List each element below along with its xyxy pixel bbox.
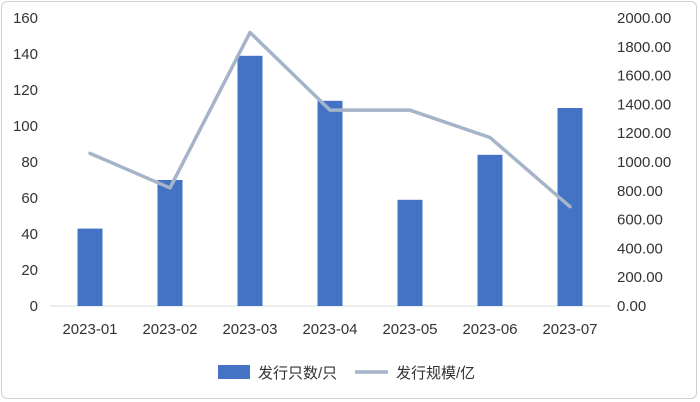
y-right-tick-label: 1800.00 xyxy=(617,39,671,56)
x-tick-label: 2023-04 xyxy=(302,321,357,338)
legend-label: 发行规模/亿 xyxy=(396,365,475,382)
x-tick-label: 2023-01 xyxy=(62,321,117,338)
y-right-tick-label: 1600.00 xyxy=(617,68,671,85)
y-right-tick-label: 2000.00 xyxy=(617,10,671,27)
y-left-tick-label: 160 xyxy=(13,10,38,27)
bar xyxy=(477,154,503,306)
y-left-tick-label: 140 xyxy=(13,46,38,63)
legend-swatch-bar xyxy=(218,365,250,379)
legend-label: 发行只数/只 xyxy=(258,365,337,382)
x-tick-label: 2023-03 xyxy=(222,321,277,338)
y-right-tick-label: 800.00 xyxy=(617,183,663,200)
y-right-tick-label: 200.00 xyxy=(617,269,663,286)
y-right-tick-label: 0.00 xyxy=(617,298,646,315)
y-right-tick-label: 600.00 xyxy=(617,212,663,229)
bar xyxy=(237,55,263,306)
y-left-tick-label: 100 xyxy=(13,118,38,135)
x-tick-label: 2023-06 xyxy=(462,321,517,338)
y-right-tick-label: 400.00 xyxy=(617,240,663,257)
y-right-tick-label: 1000.00 xyxy=(617,154,671,171)
bar xyxy=(397,199,423,306)
x-tick-label: 2023-07 xyxy=(542,321,597,338)
bar xyxy=(77,228,103,306)
y-right-tick-label: 1400.00 xyxy=(617,96,671,113)
y-right-tick-label: 1200.00 xyxy=(617,125,671,142)
y-left-tick-label: 20 xyxy=(21,262,38,279)
y-left-tick-label: 40 xyxy=(21,226,38,243)
series-line xyxy=(88,30,572,209)
x-tick-label: 2023-02 xyxy=(142,321,197,338)
y-left-tick-label: 120 xyxy=(13,82,38,99)
bar xyxy=(317,100,343,306)
y-left-tick-label: 80 xyxy=(21,154,38,171)
y-left-tick-label: 0 xyxy=(30,298,38,315)
bar xyxy=(157,180,183,306)
y-left-tick-label: 60 xyxy=(21,190,38,207)
x-tick-label: 2023-05 xyxy=(382,321,437,338)
